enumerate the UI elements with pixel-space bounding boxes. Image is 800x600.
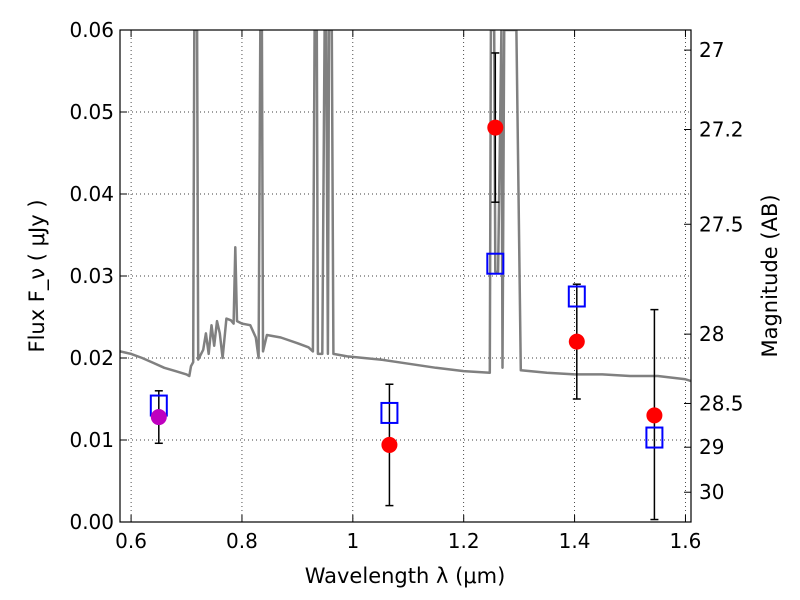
y-axis-label: Flux F_ν ( μJy ) — [25, 199, 50, 352]
y-tick-label: 0.06 — [69, 18, 114, 42]
x-axis-label: Wavelength λ (μm) — [305, 564, 506, 588]
model-photometry-box — [645, 426, 664, 449]
mag-tick-label: 30 — [699, 480, 724, 504]
y2-axis-label: Magnitude (AB) — [758, 194, 782, 357]
observed-point — [381, 436, 398, 453]
observed-point — [646, 407, 663, 424]
x-tick-label: 0.6 — [115, 529, 147, 553]
x-tick-label: 0.8 — [226, 529, 258, 553]
y-tick-label: 0.04 — [69, 182, 114, 206]
y-tick-label: 0.02 — [69, 346, 114, 370]
mag-tick-label: 27.2 — [699, 117, 744, 141]
observed-point — [568, 333, 585, 350]
mag-tick-label: 29 — [699, 435, 724, 459]
y-tick-label: 0.03 — [69, 264, 114, 288]
model-sed-layer — [120, 30, 691, 383]
model-photometry-box — [486, 252, 505, 275]
y-tick-label: 0.00 — [69, 510, 114, 534]
special-point — [150, 409, 167, 426]
model-photometry-box — [380, 401, 399, 424]
y-tick-label: 0.01 — [69, 428, 114, 452]
x-tick-label: 1.4 — [559, 529, 591, 553]
plot-frame — [119, 29, 692, 523]
model-sed-line — [120, 30, 691, 383]
mag-tick-label: 27 — [699, 38, 724, 62]
observed-point — [487, 119, 504, 136]
mag-tick-label: 28.5 — [699, 391, 744, 415]
y-tick-label: 0.05 — [69, 100, 114, 124]
grid — [120, 29, 691, 523]
model-photometry-box — [567, 285, 586, 308]
mag-tick-label: 27.5 — [699, 212, 744, 236]
ticks: 0.6 0.8 1 1.2 1.4 1.6 0.00 0.01 0.02 0.03 0.04 0.05… — [69, 18, 743, 553]
x-tick-label: 1.2 — [448, 529, 480, 553]
x-tick-label: 1 — [346, 529, 359, 553]
x-tick-label: 1.6 — [670, 529, 702, 553]
data-points-layer — [149, 52, 664, 521]
mag-tick-label: 28 — [699, 322, 724, 346]
